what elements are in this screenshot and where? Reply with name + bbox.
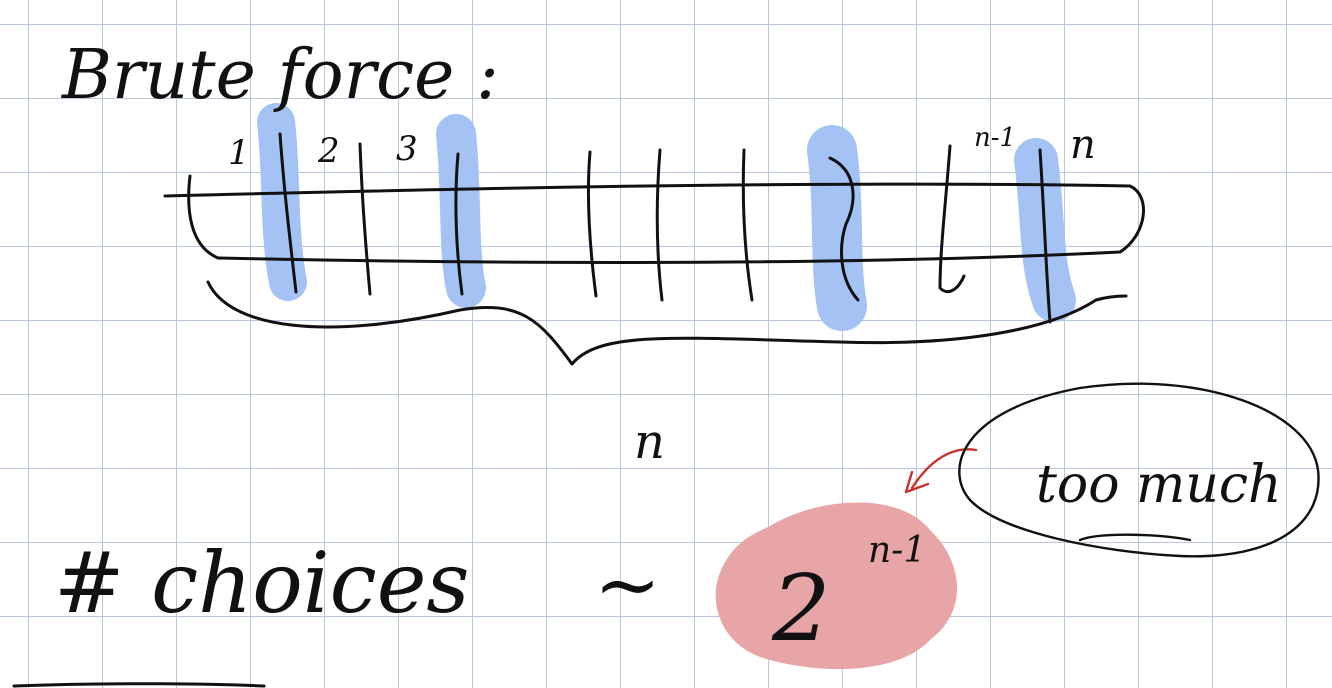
slot-labels: 1 2 3 n-1 n xyxy=(228,122,1096,173)
callout-arrow xyxy=(904,448,978,494)
bottom-edge-line xyxy=(12,682,266,688)
callout-underline xyxy=(1078,533,1192,542)
formula-highlight-red xyxy=(715,502,958,670)
highlight-separator-6 xyxy=(807,125,867,331)
strip-top-edge xyxy=(163,182,1132,198)
slot-label-1: 1 xyxy=(228,133,250,173)
title: Brute force : xyxy=(60,36,499,115)
brace-label: n xyxy=(634,414,665,470)
strip-bottom-edge xyxy=(216,250,1122,264)
separator-7 xyxy=(828,156,860,302)
callout-text: too much xyxy=(1036,455,1281,515)
choices-label: # choices xyxy=(54,534,470,632)
separator-9 xyxy=(1038,148,1052,324)
underbrace xyxy=(206,280,1128,366)
highlight-separator-1 xyxy=(257,103,307,301)
strip-left-end xyxy=(187,174,220,260)
separators xyxy=(278,132,1052,324)
separator-1 xyxy=(278,132,298,294)
separator-4 xyxy=(586,150,598,298)
strip xyxy=(163,174,1145,264)
slot-label-n-minus-1: n-1 xyxy=(974,123,1016,153)
arrow-shaft xyxy=(910,448,978,490)
separator-2 xyxy=(358,142,372,296)
blue-highlights xyxy=(257,103,1076,331)
separator-8 xyxy=(938,144,966,293)
formula-base: 2 xyxy=(771,555,831,662)
slot-label-3: 3 xyxy=(396,129,418,169)
slot-label-2: 2 xyxy=(317,131,340,171)
slot-label-n: n xyxy=(1070,122,1096,168)
callout-loop xyxy=(958,382,1320,558)
tilde-symbol: ~ xyxy=(594,538,661,631)
formula-exponent: n-1 xyxy=(868,530,926,571)
highlight-separator-8 xyxy=(1014,138,1076,322)
separator-3 xyxy=(454,152,464,296)
arrow-head xyxy=(904,470,930,494)
separator-5 xyxy=(655,148,664,302)
separator-6 xyxy=(741,148,754,302)
strip-right-end xyxy=(1118,184,1145,254)
